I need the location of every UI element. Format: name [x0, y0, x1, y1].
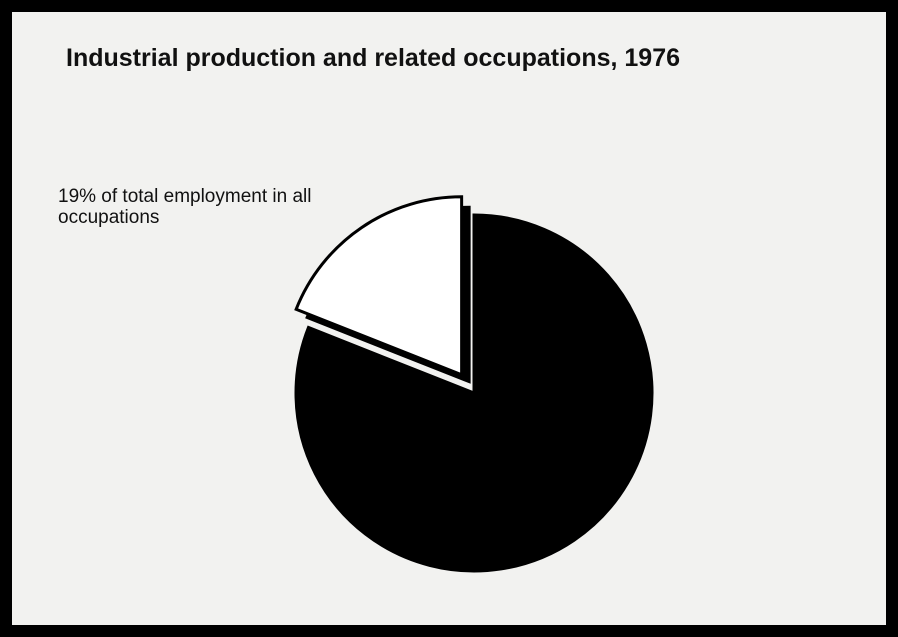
slice-label: 19% of total employment in all occupatio… [58, 186, 312, 228]
chart-title: Industrial production and related occupa… [66, 44, 680, 72]
pie-slice [294, 213, 654, 573]
pie-slice [294, 195, 464, 378]
